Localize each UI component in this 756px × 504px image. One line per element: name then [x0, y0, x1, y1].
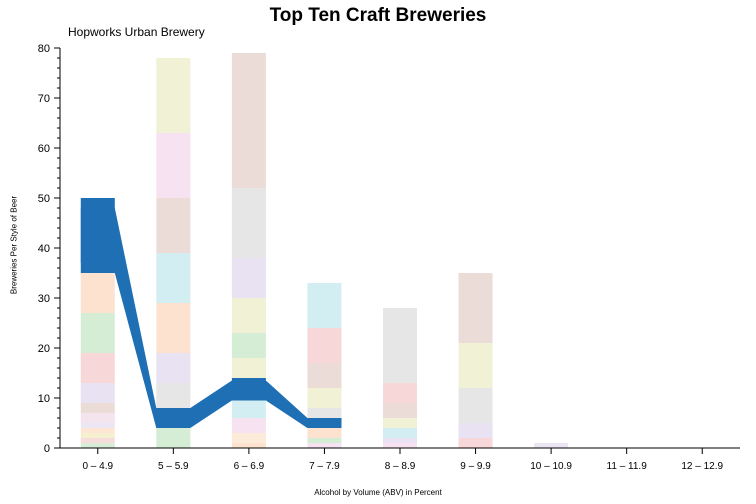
- bar-segment-4-4: [383, 403, 417, 418]
- bar-segment-3-5: [307, 388, 342, 408]
- bar-segment-0-9: [80, 313, 115, 353]
- bar-segment-5-0: [458, 438, 493, 448]
- bar-segment-2-9: [231, 188, 266, 258]
- bar-stacks: [80, 53, 569, 448]
- highlight-band: [80, 208, 342, 428]
- x-tick-label: 12 – 12.9: [681, 461, 723, 472]
- bar-segment-4-0: [383, 443, 417, 448]
- bar-segment-4-6: [383, 308, 417, 383]
- bar-segment-0-8: [80, 353, 115, 383]
- x-axis-label: Alcohol by Volume (ABV) in Percent: [314, 488, 442, 497]
- bar-segment-1-6: [156, 198, 191, 253]
- bar-segment-5-4: [458, 273, 493, 343]
- bar-segment-3-8: [307, 283, 342, 328]
- bar-segment-1-7: [156, 133, 191, 198]
- y-tick-label: 40: [38, 243, 50, 255]
- x-tick-label: 0 – 4.9: [82, 461, 113, 472]
- bar-segment-4-5: [383, 383, 417, 403]
- bar-segment-3-0: [307, 443, 342, 448]
- x-tick-label: 7 – 7.9: [309, 461, 340, 472]
- bar-segment-2-10: [231, 53, 266, 188]
- bar-segment-4-3: [383, 418, 417, 428]
- y-tick-label: 60: [38, 143, 50, 155]
- y-tick-label: 20: [38, 343, 50, 355]
- y-tick-label: 0: [44, 443, 50, 455]
- y-tick-label: 70: [38, 93, 50, 105]
- y-tick-label: 80: [38, 43, 50, 55]
- bar-segment-0-2: [80, 433, 115, 438]
- bar-segment-1-0: [156, 428, 191, 448]
- x-tick-label: 11 – 11.9: [607, 461, 648, 472]
- bar-segment-1-5: [156, 253, 191, 303]
- bar-segment-2-8: [231, 258, 266, 298]
- bar-segment-0-0: [80, 443, 115, 448]
- bar-segment-3-7: [307, 328, 342, 363]
- bar-segment-3-2: [307, 428, 342, 438]
- bar-segment-0-1: [80, 438, 115, 443]
- x-tick-label: 5 – 5.9: [158, 461, 189, 472]
- bar-segment-3-4: [307, 408, 342, 418]
- chart-subtitle: Hopworks Urban Brewery: [68, 25, 205, 39]
- bar-segment-1-8: [156, 58, 191, 133]
- bar-segment-2-3: [231, 398, 266, 418]
- bar-segment-2-1: [231, 433, 266, 443]
- x-tick-label: 9 – 9.9: [460, 461, 491, 472]
- y-tick-label: 30: [38, 293, 50, 305]
- bar-segment-3-1: [307, 438, 342, 443]
- x-tick-label: 10 – 10.9: [530, 461, 572, 472]
- bar-segment-3-6: [307, 363, 342, 388]
- bar-segment-5-2: [458, 388, 493, 423]
- bar-segment-2-5: [231, 358, 266, 378]
- bar-segment-0-6: [80, 403, 115, 413]
- bar-segment-5-1: [458, 423, 493, 438]
- x-tick-label: 8 – 8.9: [385, 461, 416, 472]
- bar-segment-1-4: [156, 303, 191, 353]
- y-tick-label: 10: [38, 393, 50, 405]
- bar-segment-0-7: [80, 383, 115, 403]
- bar-segment-1-2: [156, 383, 191, 408]
- bar-segment-1-3: [156, 353, 191, 383]
- y-tick-label: 50: [38, 193, 50, 205]
- bar-segment-0-3: [80, 428, 115, 433]
- bar-segment-0-4: [80, 423, 115, 428]
- axes: 0 10 20 30 40 50 60 70 80 0 – 4.9 5 – 5.9 6 – 6.9 7 …: [38, 43, 740, 472]
- bar-segment-6-0: [534, 443, 569, 448]
- bar-segment-2-6: [231, 333, 266, 358]
- chart-title: Top Ten Craft Breweries: [269, 5, 487, 26]
- bar-segment-2-2: [231, 418, 266, 433]
- x-tick-label: 6 – 6.9: [234, 461, 265, 472]
- bar-segment-4-2: [383, 428, 417, 438]
- bar-segment-4-1: [383, 438, 417, 443]
- bar-segment-5-3: [458, 343, 493, 388]
- bar-segment-0-5: [80, 413, 115, 423]
- bar-segment-2-0: [231, 443, 266, 448]
- bar-segment-2-7: [231, 298, 266, 333]
